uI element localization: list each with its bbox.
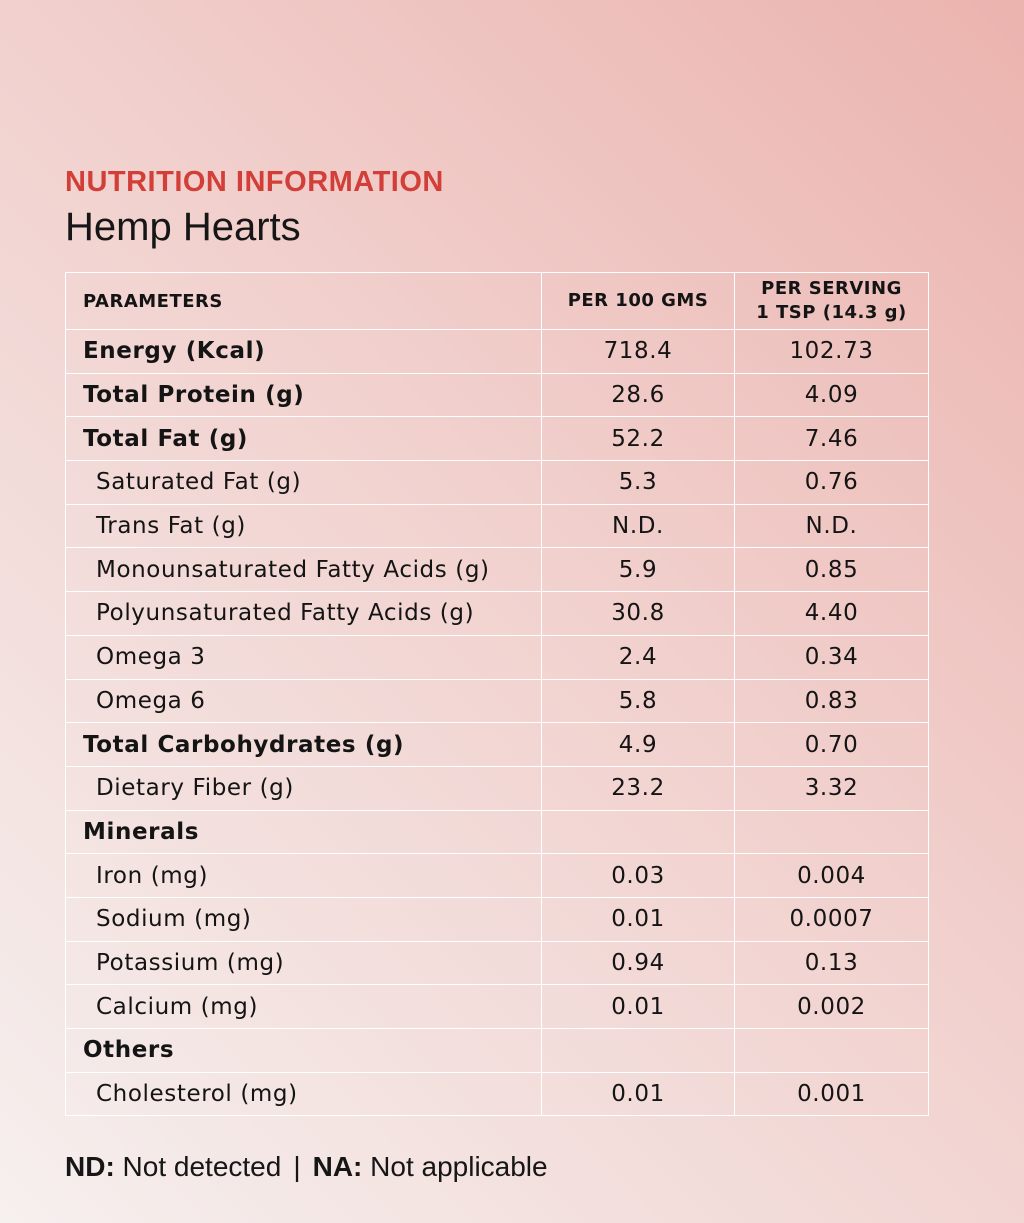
per-serving-value: 0.002 xyxy=(734,984,929,1029)
per-100-value: 28.6 xyxy=(541,372,735,418)
per-100-value xyxy=(541,1028,735,1073)
per-100-value: 2.4 xyxy=(541,634,735,680)
row-label: Total Carbohydrates (g) xyxy=(65,722,542,767)
row-label: Trans Fat (g) xyxy=(65,503,542,549)
per-serving-value: N.D. xyxy=(734,503,929,549)
header-per-100: PER 100 GMS xyxy=(541,272,735,330)
per-100-value: 0.01 xyxy=(541,896,735,942)
row-label: Iron (mg) xyxy=(65,853,542,898)
table-row: Calcium (mg) 0.01 0.002 xyxy=(65,984,929,1029)
per-serving-value: 0.83 xyxy=(734,678,929,724)
section-heading: NUTRITION INFORMATION xyxy=(65,166,444,198)
per-100-value: 5.3 xyxy=(541,460,735,505)
na-definition: Not applicable xyxy=(362,1151,548,1182)
table-row: Total Fat (g) 52.2 7.46 xyxy=(65,416,929,462)
per-100-value: 0.03 xyxy=(541,853,735,898)
per-100-value: 4.9 xyxy=(541,722,735,767)
per-serving-value: 0.004 xyxy=(734,853,929,898)
row-label: Saturated Fat (g) xyxy=(65,460,542,505)
per-serving-value: 102.73 xyxy=(734,329,929,374)
table-header-row: PARAMETERS PER 100 GMS PER SERVING 1 TSP… xyxy=(65,272,929,330)
table-row: Total Protein (g) 28.6 4.09 xyxy=(65,372,929,418)
per-serving-value: 4.40 xyxy=(734,591,929,636)
table-row: Iron (mg) 0.03 0.004 xyxy=(65,853,929,898)
per-100-value: N.D. xyxy=(541,503,735,549)
table-row: Potassium (mg) 0.94 0.13 xyxy=(65,940,929,986)
table-row: Dietary Fiber (g) 23.2 3.32 xyxy=(65,765,929,811)
row-label: Calcium (mg) xyxy=(65,984,542,1029)
product-title: Hemp Hearts xyxy=(65,205,301,249)
table-row: Cholesterol (mg) 0.01 0.001 xyxy=(65,1071,929,1117)
table-row: Omega 6 5.8 0.83 xyxy=(65,678,929,724)
row-label: Omega 6 xyxy=(65,678,542,724)
row-label: Omega 3 xyxy=(65,634,542,680)
per-serving-value: 0.85 xyxy=(734,547,929,593)
per-100-value: 30.8 xyxy=(541,591,735,636)
table-row: Minerals xyxy=(65,809,929,855)
per-serving-value: 4.09 xyxy=(734,372,929,418)
per-serving-value: 3.32 xyxy=(734,765,929,811)
legend-footnote: ND: Not detected | NA: Not applicable xyxy=(65,1151,548,1183)
row-label: Potassium (mg) xyxy=(65,940,542,986)
table-row: Total Carbohydrates (g) 4.9 0.70 xyxy=(65,722,929,767)
header-parameters: PARAMETERS xyxy=(65,272,542,330)
row-label: Total Fat (g) xyxy=(65,416,542,462)
per-serving-value xyxy=(734,809,929,855)
row-label: Others xyxy=(65,1028,542,1073)
per-serving-value: 0.34 xyxy=(734,634,929,680)
row-label: Sodium (mg) xyxy=(65,896,542,942)
table-row: Monounsaturated Fatty Acids (g) 5.9 0.85 xyxy=(65,547,929,593)
table-row: Sodium (mg) 0.01 0.0007 xyxy=(65,896,929,942)
per-serving-value: 0.70 xyxy=(734,722,929,767)
per-serving-value: 0.001 xyxy=(734,1071,929,1117)
row-label: Dietary Fiber (g) xyxy=(65,765,542,811)
row-label: Energy (Kcal) xyxy=(65,329,542,374)
table-row: Others xyxy=(65,1028,929,1073)
table-row: Omega 3 2.4 0.34 xyxy=(65,634,929,680)
per-100-value: 52.2 xyxy=(541,416,735,462)
na-abbreviation: NA: xyxy=(312,1151,363,1182)
per-serving-value xyxy=(734,1028,929,1073)
row-label: Polyunsaturated Fatty Acids (g) xyxy=(65,591,542,636)
per-serving-value: 0.76 xyxy=(734,460,929,505)
per-100-value xyxy=(541,809,735,855)
per-100-value: 0.94 xyxy=(541,940,735,986)
per-serving-value: 0.0007 xyxy=(734,896,929,942)
per-100-value: 5.8 xyxy=(541,678,735,724)
per-100-value: 23.2 xyxy=(541,765,735,811)
nd-definition: Not detected xyxy=(114,1151,282,1182)
row-label: Monounsaturated Fatty Acids (g) xyxy=(65,547,542,593)
header-serving-line1: PER SERVING xyxy=(761,278,902,299)
row-label: Total Protein (g) xyxy=(65,372,542,418)
header-serving-line2: 1 TSP (14.3 g) xyxy=(756,302,907,323)
per-100-value: 5.9 xyxy=(541,547,735,593)
table-row: Trans Fat (g) N.D. N.D. xyxy=(65,503,929,549)
table-row: Saturated Fat (g) 5.3 0.76 xyxy=(65,460,929,505)
footnote-separator: | xyxy=(293,1151,301,1182)
per-serving-value: 7.46 xyxy=(734,416,929,462)
table-row: Polyunsaturated Fatty Acids (g) 30.8 4.4… xyxy=(65,591,929,636)
row-label: Minerals xyxy=(65,809,542,855)
nutrition-table: PARAMETERS PER 100 GMS PER SERVING 1 TSP… xyxy=(65,272,929,1117)
nd-abbreviation: ND: xyxy=(65,1151,115,1182)
per-100-value: 0.01 xyxy=(541,984,735,1029)
row-label: Cholesterol (mg) xyxy=(65,1071,542,1117)
per-100-value: 0.01 xyxy=(541,1071,735,1117)
per-100-value: 718.4 xyxy=(541,329,735,374)
table-row: Energy (Kcal) 718.4 102.73 xyxy=(65,329,929,374)
header-per-serving: PER SERVING 1 TSP (14.3 g) xyxy=(734,272,929,330)
per-serving-value: 0.13 xyxy=(734,940,929,986)
